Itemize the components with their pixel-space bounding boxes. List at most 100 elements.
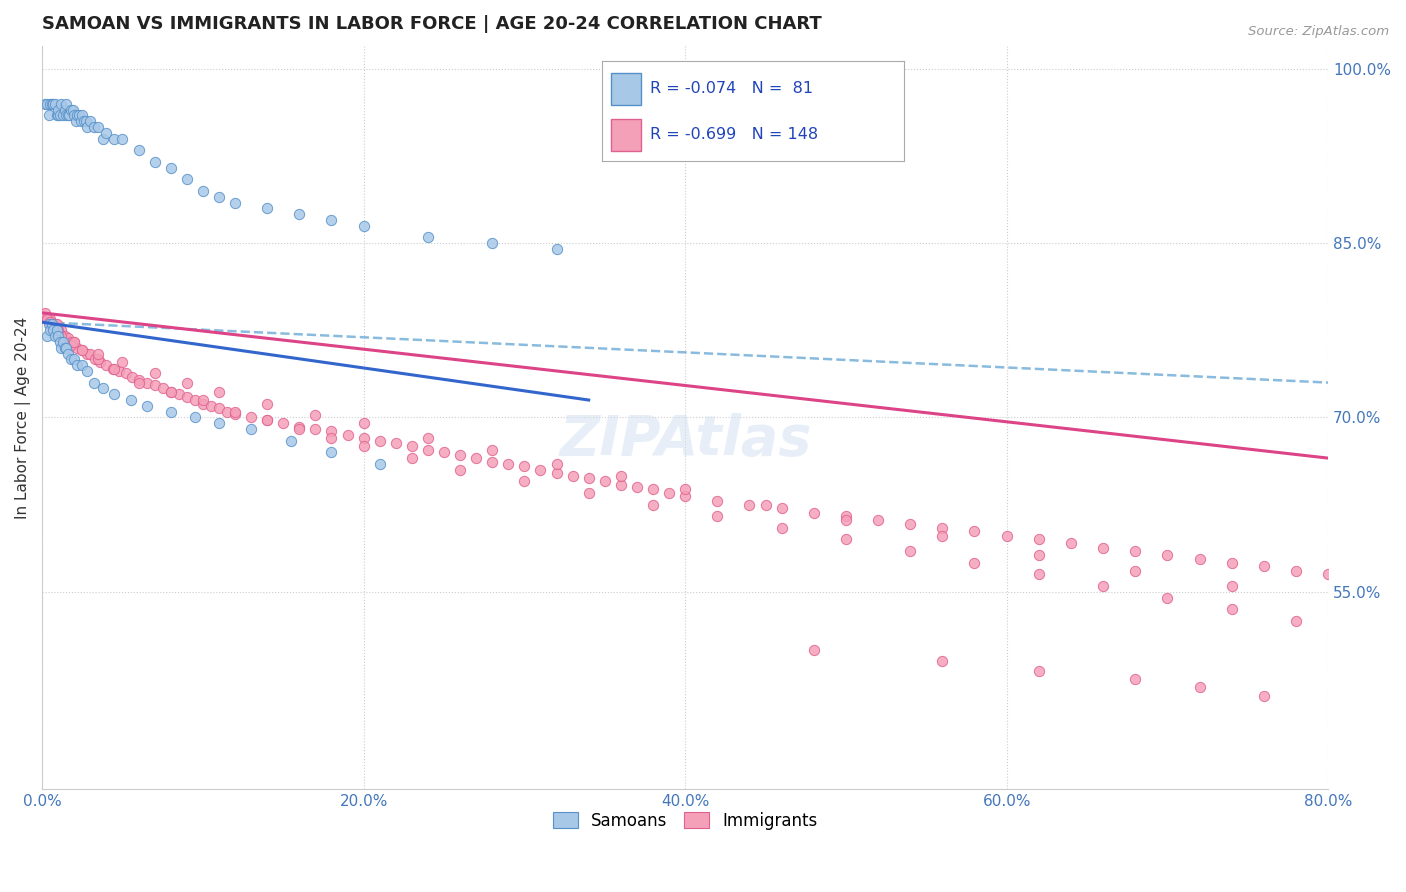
Point [44,329,66,343]
Point [481,236,503,251]
Point [770,521,793,535]
Point [529,463,551,477]
Point [706,494,728,508]
Point [83,376,105,390]
Point [63,352,86,367]
Point [159,404,181,418]
Point [866,513,889,527]
Point [1092,579,1115,593]
Point [498,457,520,471]
Point [513,475,536,489]
Point [51,323,73,337]
Point [931,521,953,535]
Point [256,396,278,410]
Point [60,334,83,349]
Point [1028,664,1050,678]
Point [673,483,696,497]
Point [280,434,302,448]
Point [191,396,214,410]
Point [62,103,84,117]
Point [53,341,76,355]
Point [1188,680,1211,694]
Point [215,404,238,418]
Point [44,318,66,332]
Point [224,404,246,418]
Point [41,318,63,332]
Point [321,213,343,227]
Point [96,126,118,140]
Point [336,428,359,442]
Point [69,114,91,128]
Point [53,329,76,343]
Point [368,434,391,448]
Point [135,376,157,390]
Point [39,315,62,329]
Point [65,114,87,128]
Point [578,486,600,500]
Point [465,451,488,466]
Point [401,440,423,454]
Point [256,413,278,427]
Point [111,354,134,368]
Point [898,517,921,532]
Point [1220,602,1243,616]
Point [673,490,696,504]
Point [66,108,89,122]
Point [835,513,858,527]
Point [481,454,503,468]
Point [34,306,56,320]
Point [803,506,825,520]
Point [159,384,181,399]
Point [35,311,58,326]
Point [610,478,633,492]
Point [288,419,311,434]
Point [121,369,143,384]
Point [79,346,101,360]
Point [641,483,664,497]
Point [191,392,214,407]
Point [835,533,858,547]
Point [433,445,456,459]
Point [128,373,150,387]
Point [353,219,375,233]
Point [1253,559,1275,574]
Point [39,311,62,326]
Point [103,131,125,145]
Point [513,459,536,474]
Point [73,114,96,128]
Point [546,467,568,481]
Point [76,120,98,134]
Point [63,108,86,122]
Point [38,108,60,122]
Point [770,501,793,516]
Point [60,103,83,117]
Point [42,323,65,337]
Point [449,463,471,477]
Point [108,364,131,378]
Text: Source: ZipAtlas.com: Source: ZipAtlas.com [1249,25,1389,38]
Point [89,354,111,368]
Point [561,468,583,483]
Point [72,358,94,372]
Point [304,422,326,436]
Point [963,556,986,570]
Point [55,108,77,122]
Point [546,457,568,471]
Point [42,96,65,111]
Point [321,425,343,439]
Point [45,323,67,337]
Point [481,442,503,457]
Point [56,108,79,122]
Point [58,108,80,122]
Point [593,475,616,489]
Point [83,120,105,134]
Point [641,498,664,512]
Point [271,416,294,430]
Point [416,442,439,457]
Point [240,410,263,425]
Point [128,143,150,157]
Point [39,96,62,111]
Legend: Samoans, Immigrants: Samoans, Immigrants [546,805,824,837]
Point [304,408,326,422]
Point [184,410,207,425]
